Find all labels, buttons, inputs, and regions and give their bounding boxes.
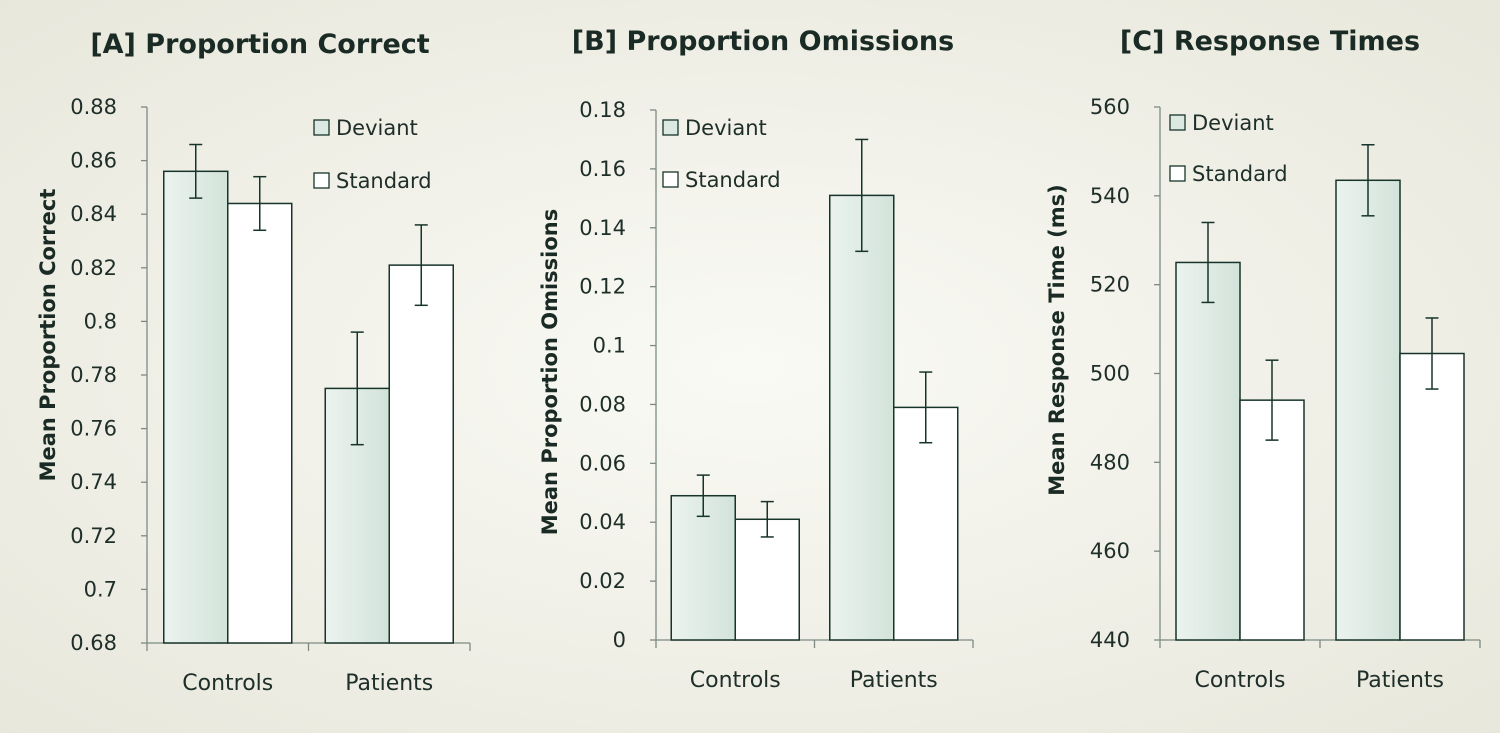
panel-b-y-ticks: 0 0.02 0.04 0.06 0.08 0.1 0.12 0.14 0.16… xyxy=(579,98,626,652)
y-tick-label: 0.78 xyxy=(70,363,117,387)
legend-swatch-deviant xyxy=(313,119,330,136)
legend-label-deviant: Deviant xyxy=(336,116,418,140)
bar-standard-controls xyxy=(227,202,293,644)
bar-standard-patients xyxy=(1399,352,1465,641)
panel-c-y-ticks: 440 460 480 500 520 540 560 xyxy=(1090,95,1130,652)
legend-label-standard: Standard xyxy=(1192,162,1288,186)
y-tick-label: 0.84 xyxy=(70,202,117,226)
y-tick-label: 0.76 xyxy=(70,417,117,441)
y-tick-label: 0 xyxy=(613,628,626,652)
legend-swatch-standard xyxy=(662,171,679,188)
y-tick-label: 0.14 xyxy=(579,216,626,240)
y-tick-label: 0.1 xyxy=(593,334,626,358)
panel-a-x-categories: Controls Patients xyxy=(182,671,433,696)
y-tick-label: 540 xyxy=(1090,184,1130,208)
panel-c-y-axis-label: Mean Response Time (ms) xyxy=(1045,184,1069,495)
panel-b-legend: Deviant Standard xyxy=(662,116,781,192)
x-category-label: Patients xyxy=(1356,668,1444,693)
y-tick-label: 0.02 xyxy=(579,569,626,593)
legend-swatch-standard xyxy=(313,172,330,189)
y-tick-label: 560 xyxy=(1090,95,1130,119)
x-category-label: Patients xyxy=(345,671,433,696)
panel-a: [A] Proportion Correct Mean Proportion C… xyxy=(36,29,471,696)
panel-b-title: [B] Proportion Omissions xyxy=(572,26,954,57)
bar-standard-patients xyxy=(893,406,959,641)
y-tick-label: 440 xyxy=(1090,628,1130,652)
panel-c-title: [C] Response Times xyxy=(1120,26,1420,57)
y-tick-label: 500 xyxy=(1090,362,1130,386)
x-category-label: Controls xyxy=(182,671,273,696)
y-tick-label: 0.86 xyxy=(70,149,117,173)
legend-label-deviant: Deviant xyxy=(1192,111,1274,135)
y-tick-label: 0.88 xyxy=(70,95,117,119)
bar-deviant-patients xyxy=(1335,179,1401,641)
panel-a-legend: Deviant Standard xyxy=(313,116,432,193)
panel-a-title: [A] Proportion Correct xyxy=(90,29,429,60)
panel-b-x-categories: Controls Patients xyxy=(690,668,938,693)
panel-c-x-categories: Controls Patients xyxy=(1195,668,1445,693)
bar-deviant-patients xyxy=(829,194,895,641)
panel-a-y-axis-label: Mean Proportion Correct xyxy=(36,189,60,482)
x-category-label: Patients xyxy=(850,668,938,693)
y-tick-label: 0.18 xyxy=(579,98,626,122)
bar-deviant-controls xyxy=(163,170,229,644)
bar-deviant-controls xyxy=(670,494,736,641)
y-tick-label: 0.04 xyxy=(579,510,626,534)
y-tick-label: 0.82 xyxy=(70,256,117,280)
legend-swatch-standard xyxy=(1169,165,1186,182)
x-category-label: Controls xyxy=(1195,668,1286,693)
y-tick-label: 0.16 xyxy=(579,157,626,181)
panel-c-legend: Deviant Standard xyxy=(1169,111,1288,186)
legend-label-standard: Standard xyxy=(685,168,781,192)
bar-deviant-controls xyxy=(1175,261,1241,641)
bar-standard-controls xyxy=(734,518,800,641)
y-tick-label: 0.7 xyxy=(84,577,117,601)
y-tick-label: 0.12 xyxy=(579,275,626,299)
y-tick-label: 480 xyxy=(1090,450,1130,474)
y-tick-label: 460 xyxy=(1090,539,1130,563)
y-tick-label: 0.8 xyxy=(84,309,117,333)
legend-swatch-deviant xyxy=(1169,114,1186,131)
y-tick-label: 0.68 xyxy=(70,631,117,655)
bar-standard-patients xyxy=(388,264,454,644)
y-tick-label: 0.08 xyxy=(579,392,626,416)
panel-c: [C] Response Times Mean Response Time (m… xyxy=(1045,26,1481,693)
panel-a-y-ticks: 0.68 0.7 0.72 0.74 0.76 0.78 0.8 0.82 0.… xyxy=(70,95,117,655)
y-tick-label: 0.72 xyxy=(70,524,117,548)
legend-label-standard: Standard xyxy=(336,169,432,193)
y-tick-label: 520 xyxy=(1090,273,1130,297)
legend-label-deviant: Deviant xyxy=(685,116,767,140)
y-tick-label: 0.06 xyxy=(579,451,626,475)
panel-b-y-axis-label: Mean Proportion Omissions xyxy=(538,209,562,536)
y-tick-label: 0.74 xyxy=(70,470,117,494)
x-category-label: Controls xyxy=(690,668,781,693)
panel-b: [B] Proportion Omissions Mean Proportion… xyxy=(538,26,974,693)
legend-swatch-deviant xyxy=(662,119,679,136)
